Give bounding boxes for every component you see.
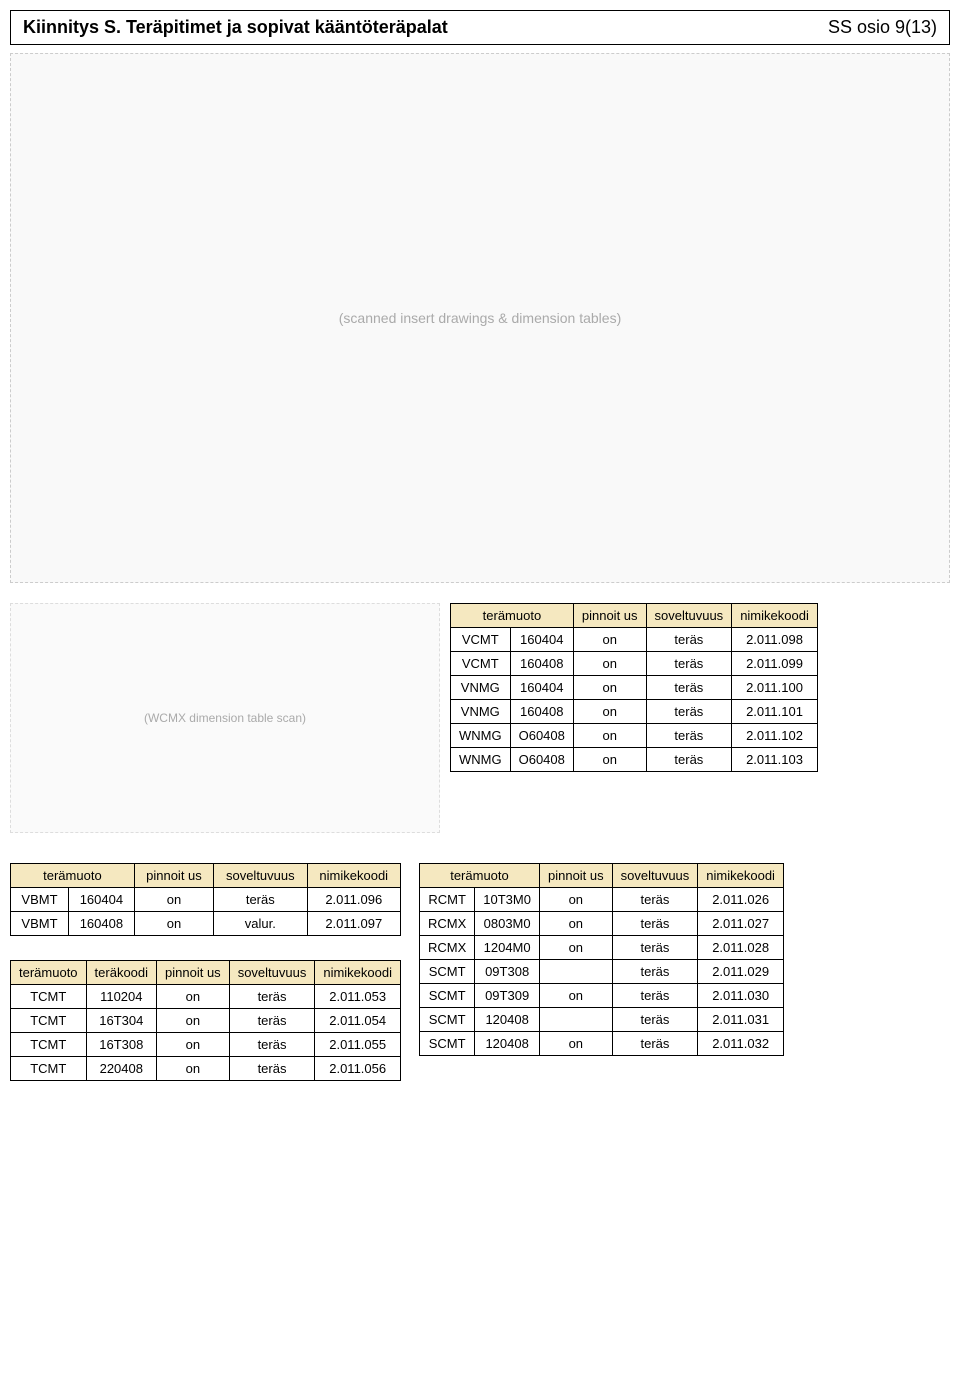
col-terakoodi: teräkoodi (86, 961, 156, 985)
table-row: WNMGO60408onteräs2.011.103 (451, 748, 818, 772)
page-title: Kiinnitys S. Teräpitimet ja sopivat kään… (23, 17, 448, 38)
col-teramuoto: terämuoto (451, 604, 574, 628)
col-teramuoto: terämuoto (11, 961, 87, 985)
scan-placeholder-text: (scanned insert drawings & dimension tab… (339, 310, 621, 326)
col-nimikekoodi: nimikekoodi (732, 604, 818, 628)
table-row: SCMT120408onteräs2.011.032 (420, 1032, 784, 1056)
table-row: WNMGO60408onteräs2.011.102 (451, 724, 818, 748)
table-row: VCMT160408onteräs2.011.099 (451, 652, 818, 676)
table-row: SCMT09T309onteräs2.011.030 (420, 984, 784, 1008)
table-row: TCMT16T308onteräs2.011.055 (11, 1033, 401, 1057)
table-row: TCMT220408onteräs2.011.056 (11, 1057, 401, 1081)
page-section: SS osio 9(13) (828, 17, 937, 38)
col-soveltuvuus: soveltuvuus (214, 864, 307, 888)
table-tcmt: terämuoto teräkoodi pinnoit us soveltuvu… (10, 960, 401, 1081)
table-row: RCMX1204M0onteräs2.011.028 (420, 936, 784, 960)
col-teramuoto: terämuoto (420, 864, 540, 888)
page-header: Kiinnitys S. Teräpitimet ja sopivat kään… (10, 10, 950, 45)
table-row: VCMT160404onteräs2.011.098 (451, 628, 818, 652)
table-row: VNMG160408onteräs2.011.101 (451, 700, 818, 724)
col-soveltuvuus: soveltuvuus (229, 961, 315, 985)
col-nimikekoodi: nimikekoodi (307, 864, 400, 888)
table-row: SCMT09T308teräs2.011.029 (420, 960, 784, 984)
col-pinnoitus: pinnoit us (539, 864, 612, 888)
table-row: RCMT10T3M0onteräs2.011.026 (420, 888, 784, 912)
table-row: VNMG160404onteräs2.011.100 (451, 676, 818, 700)
table-rcmt-scmt: terämuoto pinnoit us soveltuvuus nimikek… (419, 863, 784, 1056)
table-row: SCMT120408teräs2.011.031 (420, 1008, 784, 1032)
col-nimikekoodi: nimikekoodi (698, 864, 784, 888)
table-vbmt: terämuoto pinnoit us soveltuvuus nimikek… (10, 863, 401, 936)
col-soveltuvuus: soveltuvuus (646, 604, 732, 628)
col-teramuoto: terämuoto (11, 864, 135, 888)
table-row: RCMX0803M0onteräs2.011.027 (420, 912, 784, 936)
table-row: VBMT160408onvalur.2.011.097 (11, 912, 401, 936)
wcmx-scan-region: (WCMX dimension table scan) (10, 603, 440, 833)
table-row: TCMT110204onteräs2.011.053 (11, 985, 401, 1009)
table-vnmg-wnmg: terämuoto pinnoit us soveltuvuus nimikek… (450, 603, 818, 772)
scan-side-text: (WCMX dimension table scan) (144, 711, 306, 725)
col-nimikekoodi: nimikekoodi (315, 961, 401, 985)
col-soveltuvuus: soveltuvuus (612, 864, 698, 888)
scanned-diagrams-region: (scanned insert drawings & dimension tab… (10, 53, 950, 583)
col-pinnoitus: pinnoit us (157, 961, 230, 985)
col-pinnoitus: pinnoit us (134, 864, 213, 888)
col-pinnoitus: pinnoit us (573, 604, 646, 628)
table-row: TCMT16T304onteräs2.011.054 (11, 1009, 401, 1033)
table-row: VBMT160404onteräs2.011.096 (11, 888, 401, 912)
